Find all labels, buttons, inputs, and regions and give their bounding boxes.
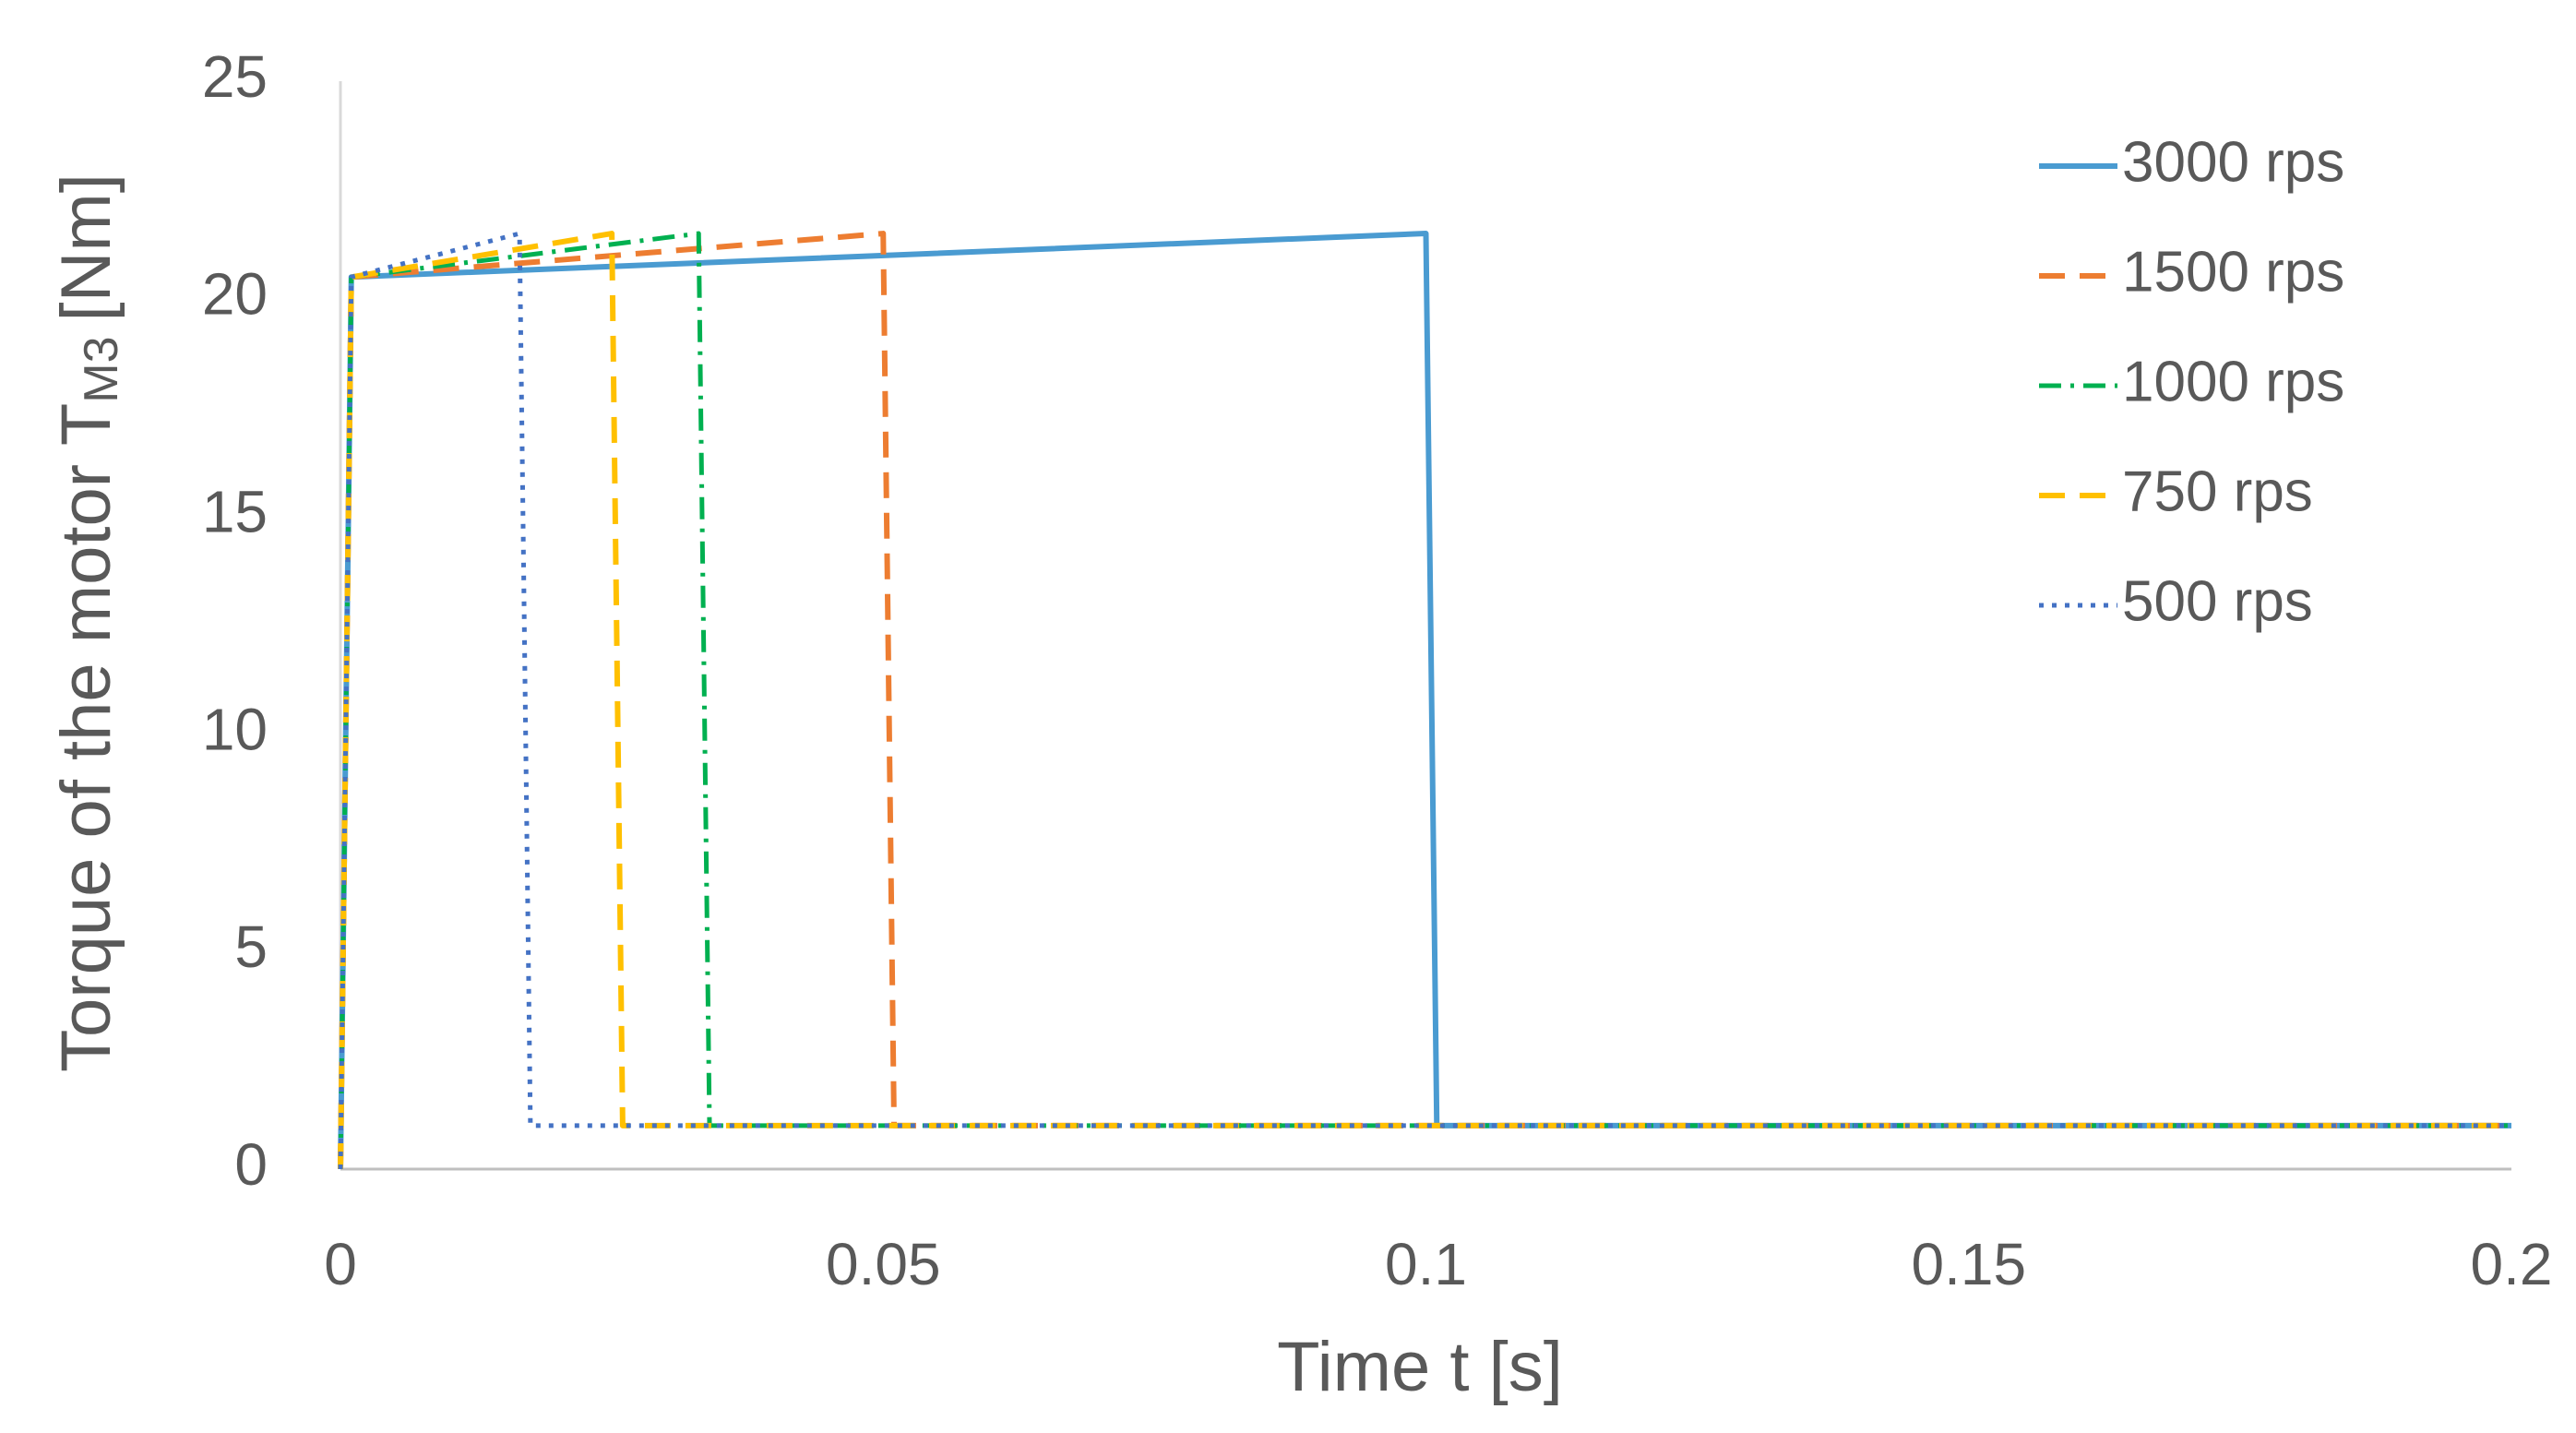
x-tick-label: 0.15 (1911, 1231, 2026, 1297)
y-tick-label: 20 (202, 261, 268, 328)
y-axis-title-unit: [Nm] (47, 173, 125, 321)
x-tick-label: 0.1 (1385, 1231, 1467, 1297)
series-line (338, 231, 2511, 1170)
legend-label: 750 rps (2122, 460, 2313, 523)
y-axis-title: Torque of the motor TM3 [Nm] (47, 173, 128, 1072)
x-tick-label: 0.05 (826, 1231, 941, 1297)
x-tick-label: 0.2 (2471, 1231, 2553, 1297)
y-tick-label: 5 (234, 914, 268, 980)
series-line (338, 231, 2511, 1170)
y-tick-label: 15 (202, 479, 268, 545)
y-tick-label: 10 (202, 696, 268, 762)
y-tick-label: 25 (202, 43, 268, 110)
legend-label: 500 rps (2122, 569, 2313, 633)
legend-label: 1000 rps (2122, 350, 2344, 413)
y-axis-title-main: Torque of the motor T (47, 403, 125, 1072)
x-axis-title: Time t [s] (1277, 1328, 1563, 1406)
legend-label: 1500 rps (2122, 240, 2344, 304)
y-tick-label: 0 (234, 1131, 268, 1198)
legend-label: 3000 rps (2122, 130, 2344, 194)
y-axis-title-sub: M3 (75, 336, 128, 402)
x-tick-label: 0 (324, 1231, 357, 1297)
